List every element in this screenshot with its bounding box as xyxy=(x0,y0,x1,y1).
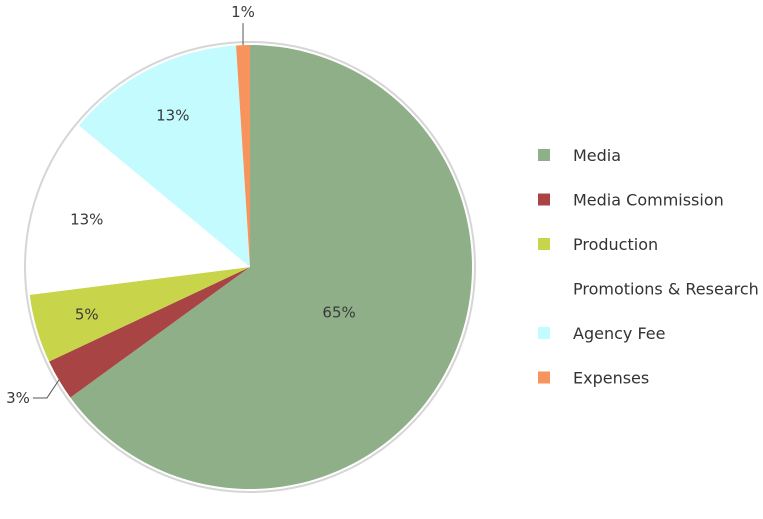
slice-label-production: 5% xyxy=(75,305,99,323)
slice-label-agency-fee: 13% xyxy=(156,107,189,125)
legend-label-media: Media xyxy=(573,146,621,165)
legend-swatch-production xyxy=(538,238,550,250)
leader-line-media-commission xyxy=(32,379,60,399)
legend-swatch-media-commission xyxy=(538,193,550,206)
legend-swatch-promotions-research xyxy=(538,282,550,295)
slice-label-media-commission: 3% xyxy=(6,389,30,407)
pie-slice-media xyxy=(70,45,472,489)
legend-label-agency-fee: Agency Fee xyxy=(573,324,665,343)
legend-swatch-expenses xyxy=(538,371,550,384)
legend-swatch-agency-fee xyxy=(538,327,550,339)
pie-slice-media-commission xyxy=(49,267,251,398)
legend-label-production: Production xyxy=(573,235,658,254)
legend-label-expenses: Expenses xyxy=(573,369,649,388)
pie-slices xyxy=(28,45,472,489)
legend-swatch-media xyxy=(538,149,550,161)
legend: Media Media Commission Production Promotion… xyxy=(538,146,759,388)
slice-label-media: 65% xyxy=(322,303,355,321)
legend-label-promotions-research: Promotions & Research xyxy=(573,280,759,299)
slice-label-promotions-research: 13% xyxy=(70,211,103,229)
slice-label-expenses: 1% xyxy=(231,3,255,21)
slice-labels: 65% 3% 5% 13% 13% 1% xyxy=(6,3,356,407)
pie-slice-promotions-research xyxy=(28,125,251,295)
pie-slice-agency-fee xyxy=(78,45,250,267)
pie-slice-production xyxy=(29,267,251,362)
pie-slice-expenses xyxy=(236,45,250,267)
legend-label-media-commission: Media Commission xyxy=(573,191,724,210)
